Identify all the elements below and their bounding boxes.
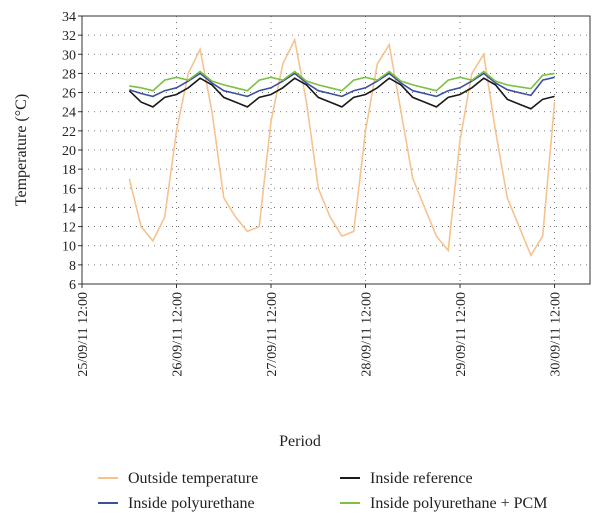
x-tick-label: 30/09/11 12:00 <box>549 292 564 377</box>
y-tick-label: 12 <box>62 221 76 236</box>
data-line <box>128 37 556 258</box>
y-tick-label: 24 <box>62 106 76 121</box>
y-tick-label: 20 <box>62 144 76 159</box>
x-tick-label: 27/09/11 12:00 <box>265 292 280 377</box>
data-line <box>128 77 555 110</box>
y-tick-label: 26 <box>62 87 76 102</box>
y-tick-label: 32 <box>62 29 76 44</box>
legend-label: Inside polyurethane <box>128 495 255 512</box>
y-tick-label: 18 <box>62 163 76 178</box>
data-line <box>129 72 555 98</box>
x-tick-label: 29/09/11 12:00 <box>454 292 469 377</box>
x-axis-label: Period <box>279 433 321 450</box>
y-tick-label: 10 <box>62 240 76 255</box>
y-tick-label: 14 <box>62 201 76 216</box>
x-tick-label: 26/09/11 12:00 <box>171 292 186 377</box>
y-axis-label: Temperature (°C) <box>13 94 30 206</box>
legend-label: Inside reference <box>370 470 473 487</box>
x-tick-label: 28/09/11 12:00 <box>360 292 375 377</box>
y-tick-label: 22 <box>62 125 76 140</box>
plot-frame <box>81 15 591 285</box>
legend-label: Inside polyurethane + PCM <box>370 495 547 512</box>
y-tick-label: 30 <box>62 48 76 63</box>
y-tick-label: 8 <box>69 259 76 274</box>
y-tick-label: 16 <box>62 182 76 197</box>
y-tick-label: 34 <box>62 10 76 25</box>
y-tick-label: 6 <box>69 278 76 293</box>
legend-label: Outside temperature <box>128 470 258 487</box>
x-tick-label: 25/09/11 12:00 <box>76 292 91 377</box>
y-tick-label: 28 <box>62 67 76 82</box>
data-line <box>129 70 555 92</box>
